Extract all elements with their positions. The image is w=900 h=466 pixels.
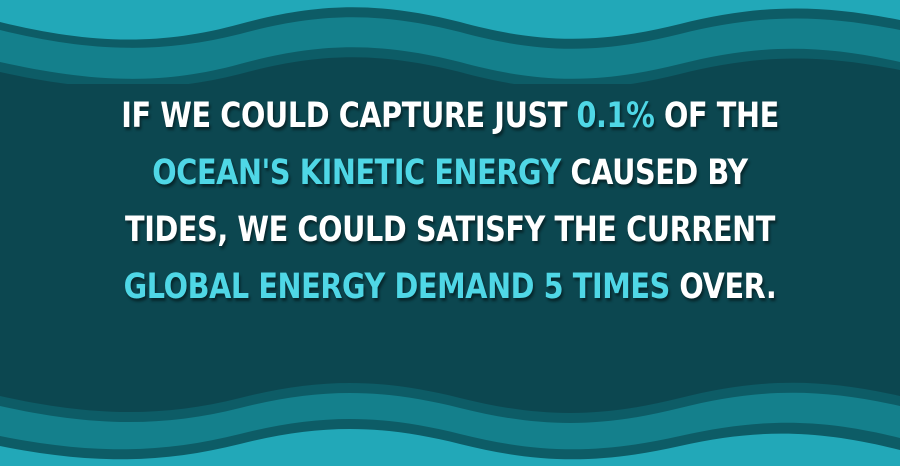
wave-light (0, 429, 900, 466)
fact-headline: If we could capture just 0.1% of the oce… (106, 88, 795, 316)
headline-highlight: global energy demand 5 times (123, 267, 671, 307)
headline-text: over. (669, 267, 777, 307)
wave-mid (0, 392, 900, 450)
wave-light (0, 0, 900, 40)
headline-text: caused by tides, we could satisfy the cu… (125, 153, 775, 250)
wave-dark (0, 366, 900, 413)
headline-highlight: 0.1% (576, 96, 655, 136)
headline-highlight: ocean's kinetic energy (152, 153, 561, 193)
headline-text: If we could capture just (121, 96, 577, 136)
bottom-wave-decoration (0, 366, 900, 466)
text-band (0, 84, 900, 372)
wave-mid (0, 17, 900, 79)
headline-text: of the (654, 96, 779, 136)
